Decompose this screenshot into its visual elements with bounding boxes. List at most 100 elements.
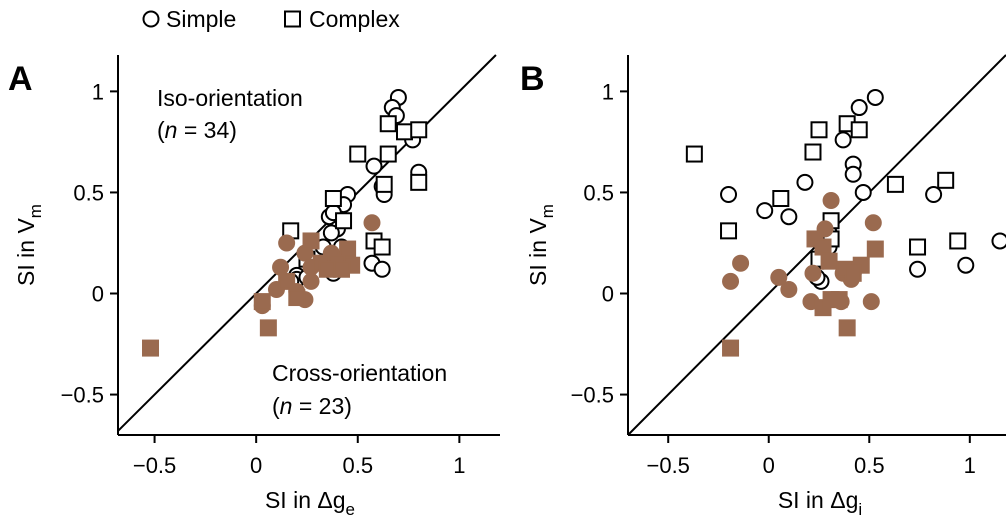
legend: Simple Complex	[142, 6, 400, 32]
panel-b-iso-simple-point	[854, 183, 872, 201]
panel-b-cross-simple-point	[780, 280, 798, 298]
panel-b-x-axis-title-sub: i	[858, 500, 862, 519]
panel-a-x-axis-title-sub: e	[346, 500, 355, 519]
iso-orientation-n: (n = 34)	[157, 117, 237, 143]
panel-b-y-axis-title-main: SI in V	[525, 218, 551, 286]
panel-b-cross-complex-point	[866, 240, 884, 258]
panel-a-x-tick-label: 0.5	[342, 453, 373, 478]
panel-b-iso-simple-point	[796, 173, 814, 191]
panel-b-iso-simple-point	[925, 185, 943, 203]
panel-b-cross-simple-point	[770, 268, 788, 286]
panel-b-iso-simple-point	[991, 232, 1006, 250]
panel-a-iso-complex-point	[335, 212, 353, 230]
panel-b-iso-complex-point	[937, 171, 955, 189]
panel-a-y-axis-title: SI in Vm	[13, 204, 45, 286]
iso-n-var: n	[165, 117, 178, 143]
panel-b-axes: −0.5 0 0.5 1 −0.5 0 0.5 1	[571, 54, 1006, 478]
panel-b-iso-simple-point	[756, 202, 774, 220]
panel-b-cross-simple-point	[864, 214, 882, 232]
panel-b-y-tick-label: −0.5	[571, 383, 614, 408]
panel-b-cross-simple-point	[822, 192, 840, 210]
panel-b-y-tick-label: 0	[602, 282, 614, 307]
panel-a-cross-complex-point	[302, 232, 320, 250]
panel-b-x-axis-title: SI in Δgi	[778, 487, 862, 519]
panel-a-cross-simple-point	[272, 258, 290, 276]
panel-b-x-axis-title-main: SI in Δg	[778, 487, 859, 513]
panel-a-cross-complex-point	[288, 289, 306, 307]
panel-a-cross-complex-point	[142, 339, 160, 357]
panel-b-iso-complex-point	[804, 143, 822, 161]
panel-a-cross-simple-point	[302, 272, 320, 290]
panel-b-iso-complex-point	[772, 190, 790, 208]
panel-a-y-axis-title-sub: m	[26, 204, 45, 218]
cross-orientation-n: (n = 23)	[272, 393, 352, 419]
panel-b-iso-simple-point	[909, 260, 927, 278]
panel-a-y-axis-title-main: SI in V	[13, 218, 39, 286]
panel-a-letter: A	[8, 60, 33, 98]
panel-b-cross-complex-point	[820, 252, 838, 270]
panel-a-y-tick-label: 0.5	[73, 180, 104, 205]
panel-a-cross-complex-point	[253, 293, 271, 311]
panel-a-cross-complex-point	[339, 240, 357, 258]
panel-a-iso-complex-point	[349, 145, 367, 163]
panel-b-cross-complex-point	[844, 264, 862, 282]
cross-n-value: = 23)	[292, 393, 351, 419]
panel-a-cross-complex-point	[318, 260, 336, 278]
panel-b-x-tick-label: −0.5	[646, 453, 689, 478]
panel-b-y-tick-label: 0.5	[583, 180, 614, 205]
panel-a-x-tick-label: −0.5	[133, 453, 176, 478]
panel-a-x-tick-label: 0	[250, 453, 262, 478]
panel-a-iso-complex-point	[379, 145, 397, 163]
panel-b-cross-simple-point	[804, 264, 822, 282]
iso-n-value: = 34)	[177, 117, 236, 143]
panel-b-iso-simple-point	[844, 165, 862, 183]
panel-a-y-tick-label: 0	[92, 282, 104, 307]
panel-b-iso-complex-point	[850, 121, 868, 139]
cross-n-prefix: (	[272, 393, 280, 419]
panel-b-iso-complex-point	[810, 121, 828, 139]
panel-a-iso-simple-point	[365, 157, 383, 175]
iso-orientation-label: Iso-orientation	[157, 85, 303, 111]
cross-orientation-label: Cross-orientation	[272, 360, 447, 386]
panel-a-iso-complex-point	[373, 238, 391, 256]
panel-a-y-tick-label: 1	[92, 79, 104, 104]
panel-b-x-tick-label: 0.5	[854, 453, 885, 478]
panel-b-cross-complex-point	[814, 238, 832, 256]
legend-simple-label: Simple	[166, 6, 236, 32]
panel-b-y-axis-title: SI in Vm	[525, 204, 557, 286]
panel-a: A −0.500.51−0.5 0 0.5 1 SI in Δge SI in Vm …	[8, 54, 500, 519]
panel-b-y-axis-title-sub: m	[538, 204, 557, 218]
panel-a-cross-simple-point	[278, 234, 296, 252]
panel-a-x-tick-label: 1	[453, 453, 465, 478]
panel-b-iso-complex-point	[909, 238, 927, 256]
panel-b-x-tick-label: 1	[964, 453, 976, 478]
panel-b-points	[685, 88, 1006, 357]
panel-a-iso-complex-point	[375, 175, 393, 193]
panel-b-iso-complex-point	[886, 175, 904, 193]
iso-n-prefix: (	[157, 117, 165, 143]
panel-a-cross-complex-point	[333, 260, 351, 278]
panel-a-axes: −0.5 0 0.5 1 −0.5 0 0.5 1	[61, 54, 500, 478]
panel-b-iso-simple-point	[834, 131, 852, 149]
panel-b-cross-complex-point	[838, 319, 856, 337]
panel-a-y-tick-label: −0.5	[61, 383, 104, 408]
panel-b-cross-complex-point	[822, 291, 840, 309]
panel-b-letter: B	[520, 60, 545, 98]
panel-b-iso-simple-point	[957, 256, 975, 274]
legend-simple-marker	[142, 10, 160, 28]
panel-b: B −0.5 0 0.5 1 −0.5 0 0.5 1 SI in Δgi SI in Vm	[520, 54, 1006, 519]
legend-complex-label: Complex	[309, 6, 400, 32]
cross-n-var: n	[280, 393, 293, 419]
panel-a-iso-simple-point	[373, 260, 391, 278]
panel-b-y-tick-label: 1	[602, 79, 614, 104]
panel-a-x-axis-title: SI in Δge	[265, 487, 355, 519]
panel-a-points	[142, 88, 428, 357]
panel-a-cross-complex-point	[278, 272, 296, 290]
panel-b-cross-simple-point	[862, 293, 880, 311]
panel-a-iso-complex-point	[410, 173, 428, 191]
panel-a-iso-complex-point	[396, 123, 413, 141]
panel-b-iso-complex-point	[949, 232, 967, 250]
panel-a-iso-complex-point	[324, 190, 342, 208]
panel-b-iso-simple-point	[850, 99, 868, 117]
panel-a-iso-complex-point	[410, 121, 428, 139]
